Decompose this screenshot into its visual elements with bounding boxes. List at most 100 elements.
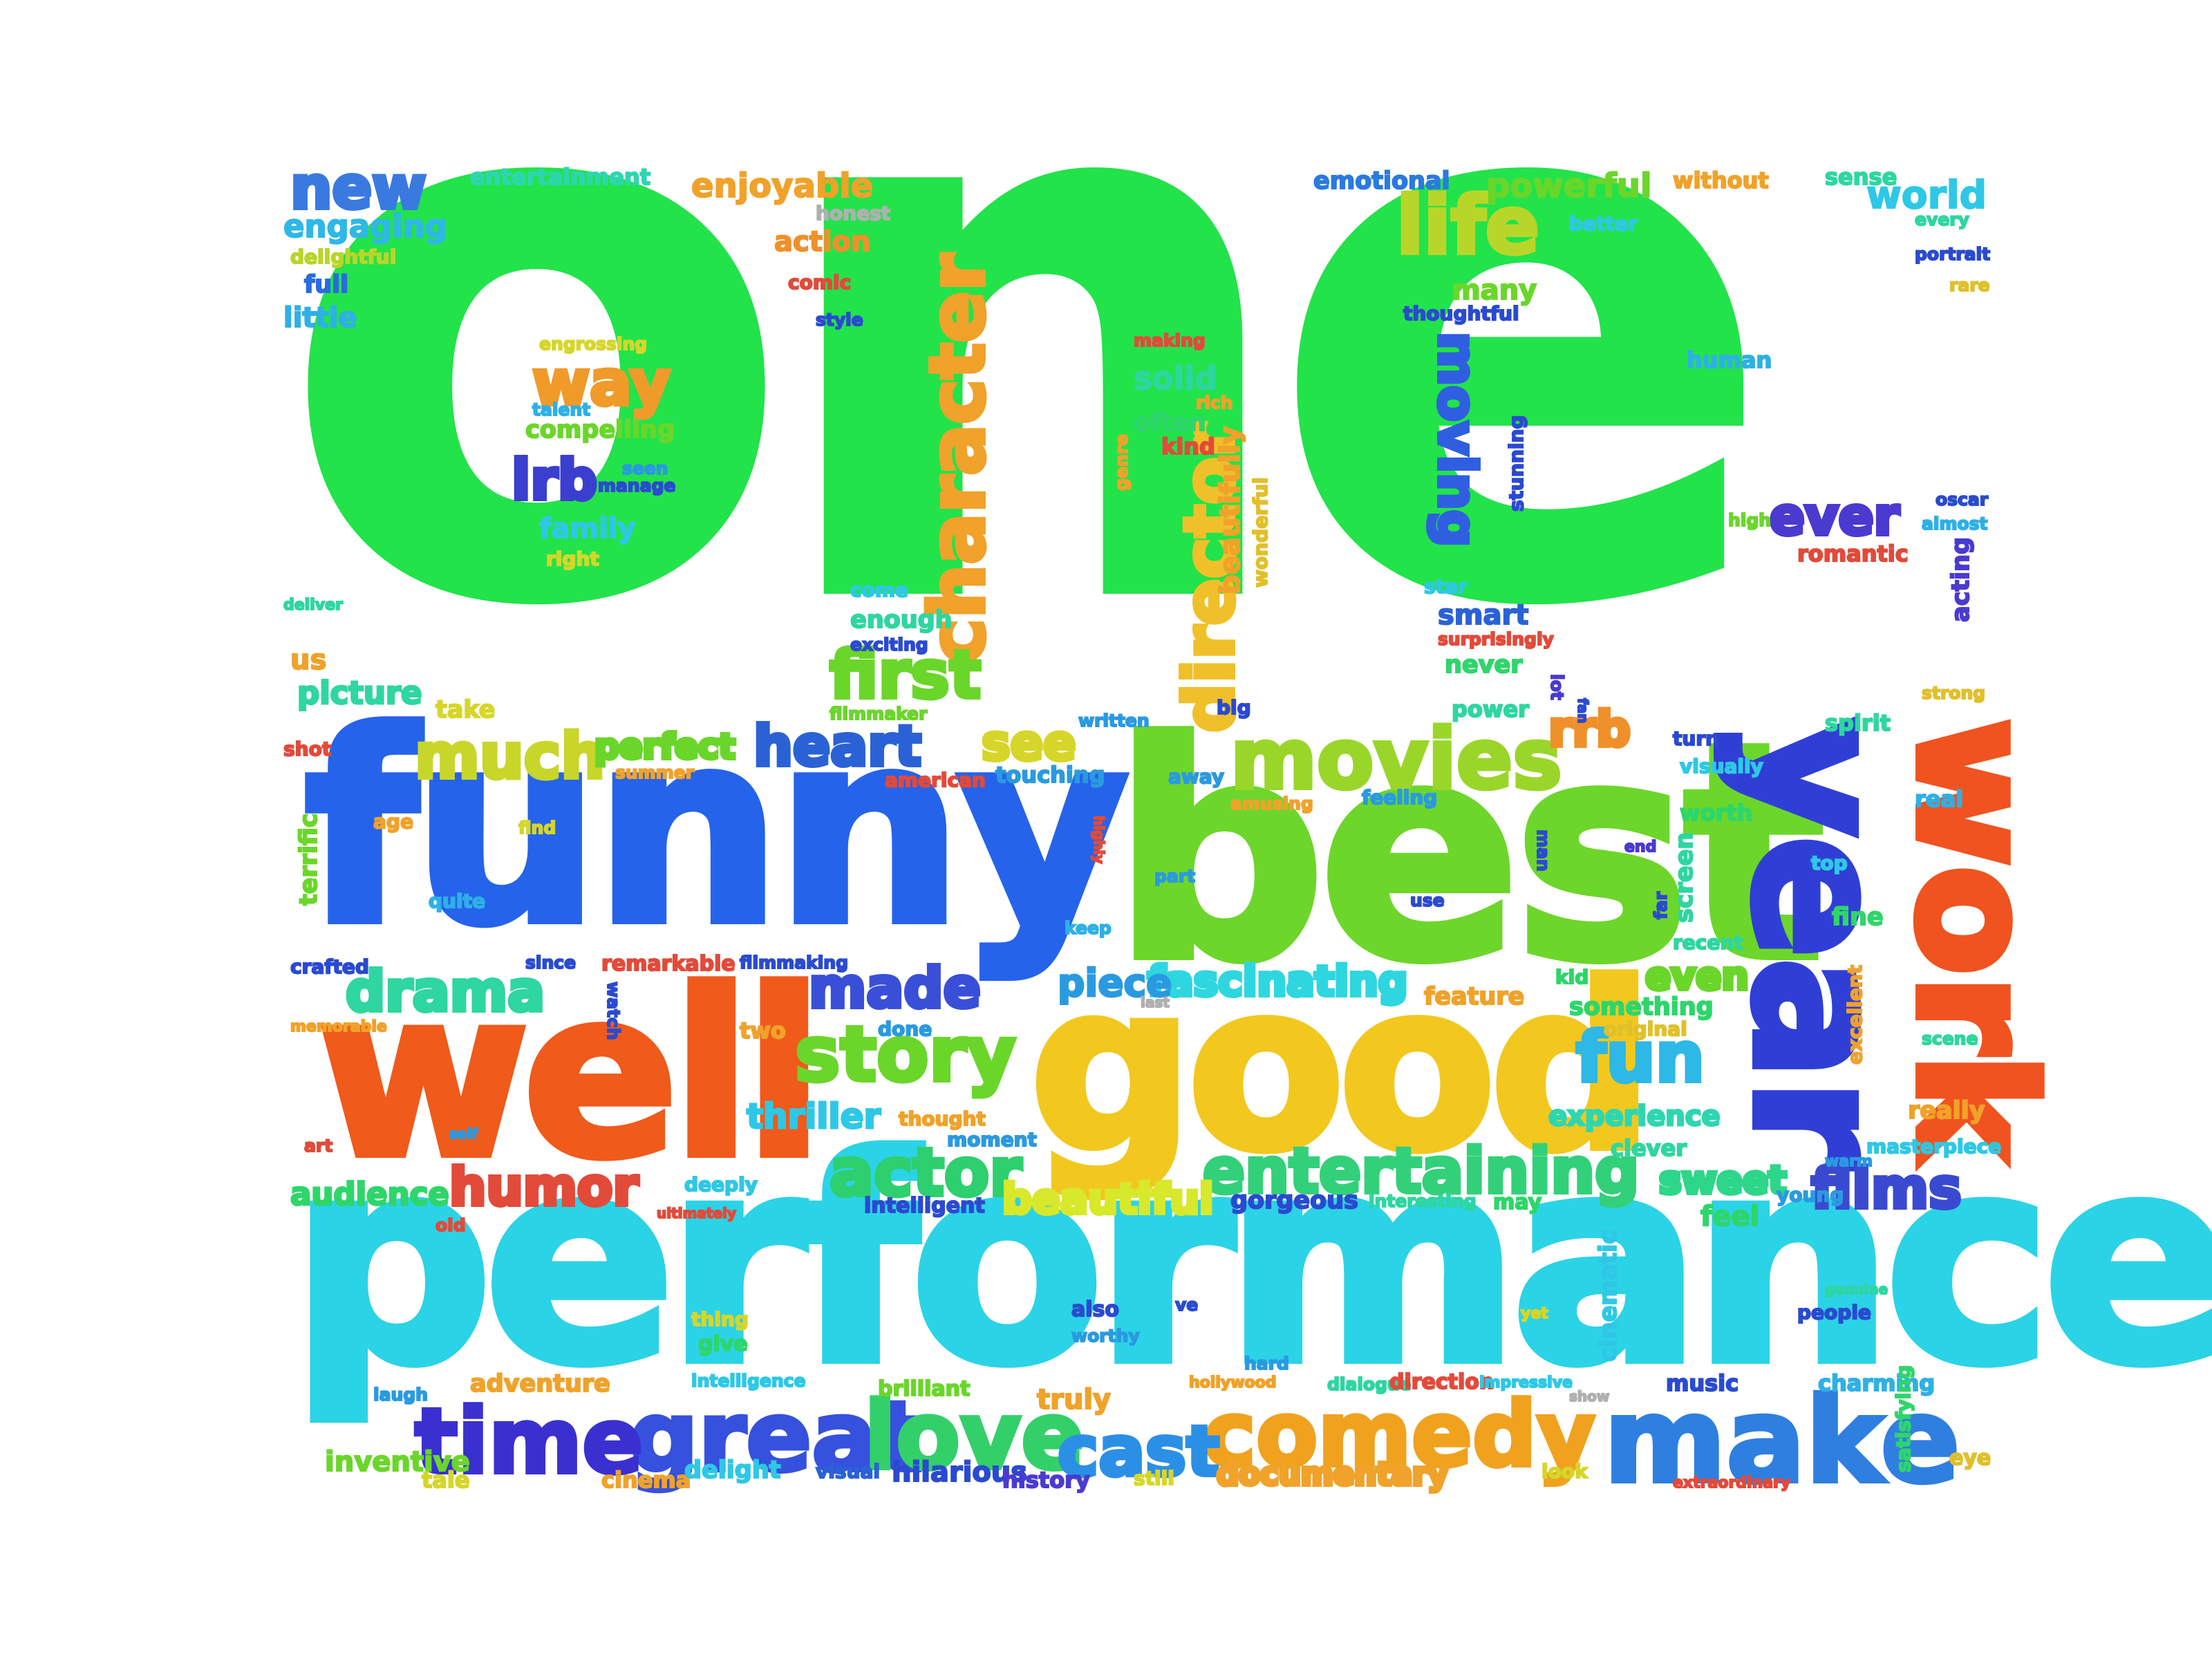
word-fun: fun bbox=[1574, 1017, 1707, 1098]
word-feature: feature bbox=[1423, 983, 1525, 1011]
word-great: great bbox=[627, 1381, 926, 1494]
word-shot: shot bbox=[283, 738, 332, 760]
word-two: two bbox=[739, 1018, 787, 1044]
word-fan: fan bbox=[1574, 697, 1592, 724]
word-inventive: tale bbox=[421, 1467, 471, 1493]
word-fine: fine bbox=[1831, 903, 1884, 931]
word-almost: almost bbox=[1921, 514, 1988, 534]
word-cinema: delight bbox=[684, 1456, 781, 1484]
word-visual: hilarious bbox=[891, 1456, 1028, 1488]
word-world: world bbox=[1866, 173, 1987, 217]
word-cast: cast bbox=[1056, 1411, 1221, 1492]
word-music: charming bbox=[1817, 1370, 1936, 1396]
word-hilarious: history bbox=[1002, 1467, 1091, 1493]
word-star: star bbox=[1423, 575, 1468, 598]
word-good: good bbox=[1026, 935, 1658, 1201]
word-remarkable: remarkable bbox=[601, 952, 736, 976]
word-comedy: comedy bbox=[1201, 1382, 1597, 1487]
word-moving: moving bbox=[1425, 330, 1490, 549]
word-life: life bbox=[1394, 180, 1541, 272]
word-look: cinematic bbox=[1594, 1229, 1623, 1362]
word-love: love bbox=[862, 1382, 1087, 1490]
word-cinematic: music bbox=[1665, 1370, 1739, 1396]
word-engrossing: engrossing bbox=[538, 334, 648, 354]
word-ve: ve bbox=[1174, 1295, 1199, 1315]
word-little: little bbox=[283, 302, 358, 334]
word-see: see bbox=[980, 715, 1078, 771]
word-end: end bbox=[1624, 838, 1657, 856]
word-funny: funny bbox=[300, 676, 1133, 982]
word-seen: seen bbox=[621, 458, 669, 478]
word-come: come bbox=[850, 579, 909, 601]
word-spirit: spirit bbox=[1824, 710, 1891, 736]
word-feeling: feeling bbox=[1361, 786, 1438, 809]
word-full: full bbox=[303, 271, 349, 299]
word-self: self bbox=[449, 1125, 478, 1142]
word-thoughtful: thoughtful bbox=[1403, 302, 1520, 325]
word-impressive: impressive bbox=[1479, 1374, 1573, 1391]
word-sense: sense bbox=[1824, 164, 1897, 190]
word-surprisingly: surprisingly bbox=[1437, 629, 1555, 649]
word-gorgeous: gorgeous bbox=[1230, 1187, 1359, 1215]
word-often: often bbox=[1133, 409, 1207, 437]
word-thing: thing bbox=[691, 1308, 749, 1331]
word-make: make bbox=[1602, 1373, 1962, 1510]
word-high: high bbox=[1727, 510, 1772, 530]
word-warm: warm bbox=[1824, 1153, 1873, 1170]
word-watch: watch bbox=[603, 981, 624, 1041]
word-find: find bbox=[518, 818, 556, 838]
word-charming: adventure bbox=[469, 1370, 611, 1398]
word-every: every bbox=[1914, 209, 1970, 229]
word-audience: audience bbox=[290, 1176, 451, 1212]
word-filmmaking: filmmaking bbox=[739, 953, 849, 973]
word-brilliant: truly bbox=[1036, 1384, 1112, 1416]
word-excellent: excellent bbox=[1843, 964, 1867, 1065]
word-memorable: memorable bbox=[290, 1018, 388, 1035]
word-recent: recent bbox=[1672, 931, 1744, 954]
word-visually: visually bbox=[1679, 755, 1764, 778]
word-away: away bbox=[1168, 765, 1225, 788]
word-ever: ever bbox=[1768, 486, 1902, 547]
word-age: age bbox=[373, 810, 414, 833]
word-family: family bbox=[538, 513, 637, 545]
word-amusing: amusing bbox=[1230, 794, 1314, 814]
word-fascinating: fascinating bbox=[1145, 957, 1410, 1006]
word-feel: feel bbox=[1700, 1201, 1760, 1232]
word-one: one bbox=[276, 0, 1779, 766]
word-intelligence: brilliant bbox=[877, 1377, 971, 1401]
word-portrait: portrait bbox=[1914, 244, 1991, 264]
word-delight: visual bbox=[815, 1460, 881, 1483]
word-us: us bbox=[290, 644, 327, 676]
word-turn: turn bbox=[1672, 727, 1720, 750]
word-give: give bbox=[697, 1332, 749, 1356]
word-time: time bbox=[413, 1389, 645, 1494]
word-thought: thought bbox=[898, 1107, 986, 1130]
word-entertaining: entertaining bbox=[1201, 1135, 1642, 1208]
word-lrb: lrb bbox=[509, 448, 599, 512]
word-direction: direction bbox=[1389, 1370, 1494, 1394]
word-documentary: documentary bbox=[1215, 1456, 1450, 1492]
word-wonderful: wonderful bbox=[1248, 476, 1273, 588]
word-old: old bbox=[435, 1215, 467, 1235]
word-ultimately: ultimately bbox=[656, 1205, 737, 1221]
word-adventure: intelligence bbox=[691, 1371, 806, 1391]
word-last: last bbox=[1140, 994, 1170, 1011]
word-terrific: terrific bbox=[294, 812, 324, 906]
word-quite: quite bbox=[428, 890, 486, 912]
word-engaging: engaging bbox=[283, 208, 448, 245]
word-oscar: oscar bbox=[1935, 489, 1989, 509]
word-beautiful: beautiful bbox=[1000, 1175, 1215, 1224]
word-lot: lot bbox=[1546, 673, 1568, 701]
word-stunning: stunning bbox=[1504, 415, 1528, 512]
word-highly: highly bbox=[1090, 815, 1108, 865]
word-really: really bbox=[1907, 1097, 1985, 1125]
word-strong: strong bbox=[1921, 683, 1986, 703]
word-power: power bbox=[1451, 696, 1530, 722]
word-clever: clever bbox=[1610, 1135, 1687, 1161]
word-genuine: genuine bbox=[1824, 1281, 1888, 1297]
word-perfect: perfect bbox=[592, 727, 738, 767]
word-piece: piece bbox=[1056, 961, 1172, 1005]
word-many: many bbox=[1451, 274, 1537, 306]
word-since: since bbox=[525, 953, 577, 973]
word-big: big bbox=[1216, 696, 1252, 719]
